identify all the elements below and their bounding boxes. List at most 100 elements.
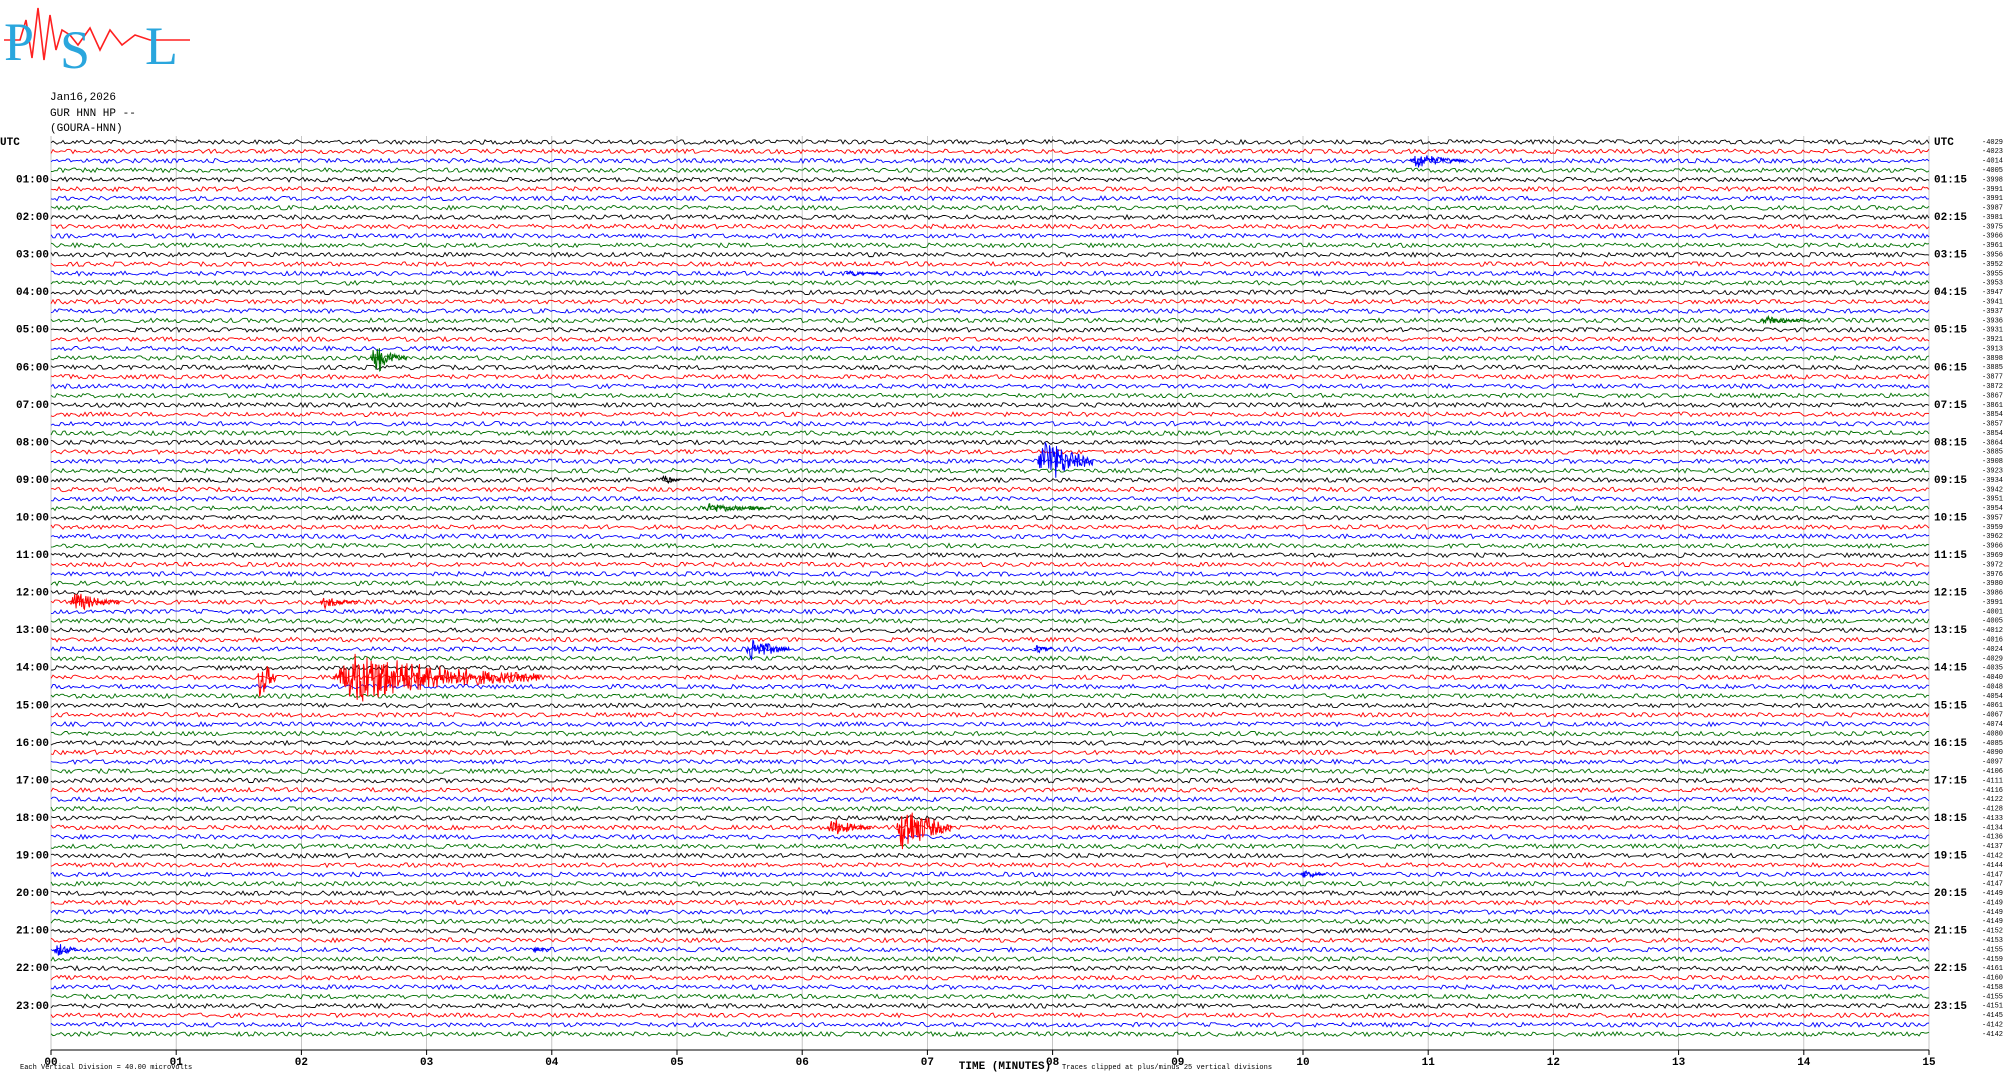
trace — [50, 383, 1930, 390]
logo-letter: L — [145, 16, 178, 76]
row-offset: -4136 — [1982, 834, 2003, 842]
header-line: Jan16,2026 — [50, 92, 116, 104]
row-offset: -4137 — [1982, 843, 2003, 851]
seismic-event — [845, 270, 884, 277]
trace — [50, 279, 1930, 287]
trace — [50, 974, 1930, 981]
x-tick-label: 12 — [1547, 1057, 1560, 1069]
trace — [50, 570, 1930, 578]
trace — [50, 213, 1930, 221]
x-tick-label: 15 — [1922, 1057, 1936, 1069]
time-label: 19:15 — [1934, 851, 1967, 863]
time-label: 08:15 — [1934, 437, 1967, 449]
time-label: 11:00 — [16, 550, 49, 562]
row-offset: -4012 — [1982, 627, 2003, 635]
trace — [50, 1021, 1930, 1028]
logo-letter: S — [60, 20, 90, 80]
row-offset: -4090 — [1982, 749, 2003, 757]
row-offset: -3921 — [1982, 336, 2003, 344]
row-offset: -3947 — [1982, 289, 2003, 297]
trace — [50, 927, 1930, 934]
row-offset: -4155 — [1982, 993, 2003, 1001]
trace — [50, 495, 1930, 502]
row-offset: -3961 — [1982, 242, 2003, 250]
trace — [50, 467, 1930, 474]
row-offset: -4122 — [1982, 796, 2003, 804]
time-label: 15:15 — [1934, 700, 1967, 712]
time-label: 11:15 — [1934, 550, 1967, 562]
trace — [50, 392, 1930, 399]
time-label: 20:15 — [1934, 888, 1967, 900]
trace — [50, 289, 1930, 296]
time-label: 22:00 — [16, 963, 49, 975]
trace — [50, 373, 1930, 381]
row-offset: -4005 — [1982, 167, 2003, 175]
time-label: 19:00 — [16, 851, 49, 863]
time-label: UTC — [1934, 137, 1954, 149]
time-label: 09:15 — [1934, 475, 1967, 487]
trace — [50, 814, 1930, 822]
time-label: 22:15 — [1934, 963, 1967, 975]
trace — [50, 599, 1930, 606]
trace — [50, 833, 1930, 841]
time-label: 08:00 — [16, 437, 49, 449]
trace — [50, 326, 1930, 333]
seismic-event — [1037, 441, 1095, 478]
x-tick-label: 09 — [1171, 1057, 1184, 1069]
row-offset: -4149 — [1982, 890, 2003, 898]
row-offset: -3986 — [1982, 590, 2003, 598]
time-label: 14:00 — [16, 663, 49, 675]
row-offset: -4016 — [1982, 637, 2003, 645]
trace — [50, 767, 1930, 775]
seismic-event — [826, 819, 872, 835]
row-offset: -4040 — [1982, 674, 2003, 682]
x-tick-label: 02 — [295, 1057, 308, 1069]
trace — [50, 786, 1930, 794]
row-offset: -4014 — [1982, 158, 2003, 166]
trace — [50, 908, 1930, 916]
trace — [50, 861, 1930, 869]
seismic-event — [1409, 155, 1466, 168]
time-label: 15:00 — [16, 700, 49, 712]
trace — [50, 955, 1930, 962]
row-offset: -3962 — [1982, 533, 2003, 541]
row-offset: -4085 — [1982, 740, 2003, 748]
row-offset: -4161 — [1982, 965, 2003, 973]
seismic-event — [257, 666, 277, 697]
trace — [50, 505, 1930, 512]
row-offset: -4145 — [1982, 1012, 2003, 1020]
row-offset: -3942 — [1982, 486, 2003, 494]
trace — [50, 965, 1930, 972]
row-offset: -3854 — [1982, 411, 2003, 419]
row-offset: -3931 — [1982, 327, 2003, 335]
row-offset: -4147 — [1982, 881, 2003, 889]
row-offset: -3998 — [1982, 176, 2003, 184]
seismic-event — [1300, 870, 1326, 879]
row-offset: -3991 — [1982, 195, 2003, 203]
time-label: 04:15 — [1934, 287, 1967, 299]
trace — [50, 1002, 1930, 1010]
row-offset: -3898 — [1982, 355, 2003, 363]
row-offset: -3923 — [1982, 467, 2003, 475]
trace — [50, 655, 1930, 662]
row-offset: -3957 — [1982, 514, 2003, 522]
seismic-event — [332, 653, 540, 702]
trace — [50, 711, 1930, 718]
time-label: 12:00 — [16, 588, 49, 600]
row-offset: -3959 — [1982, 524, 2003, 532]
trace — [50, 551, 1930, 559]
trace — [50, 899, 1930, 906]
row-offset: -4061 — [1982, 702, 2003, 710]
time-label: 03:00 — [16, 250, 49, 262]
row-offset: -3972 — [1982, 561, 2003, 569]
time-label: 21:15 — [1934, 926, 1967, 938]
trace — [50, 260, 1930, 268]
trace — [50, 617, 1930, 625]
x-tick-label: 14 — [1797, 1057, 1811, 1069]
trace — [50, 232, 1930, 240]
time-label: 17:15 — [1934, 775, 1967, 787]
row-offset: -3955 — [1982, 270, 2003, 278]
trace — [50, 270, 1930, 277]
row-offset: -3941 — [1982, 298, 2003, 306]
